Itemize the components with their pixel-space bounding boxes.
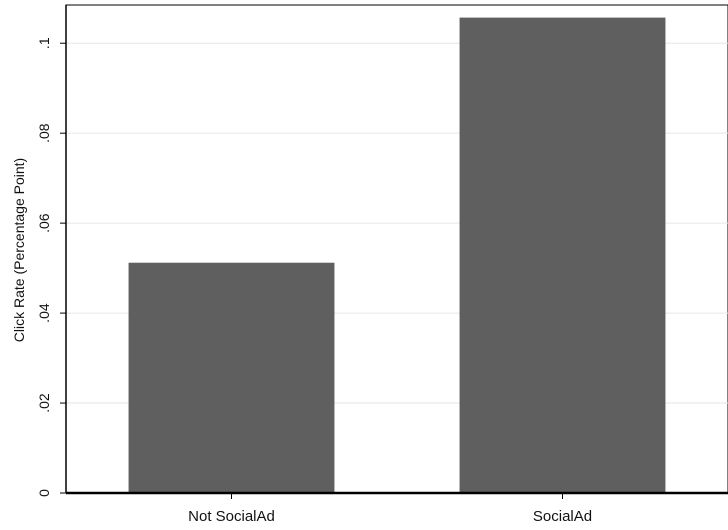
axis-layer: 0 .02 .04 .06 .08 .1 Not SocialAd SocialAd <box>36 5 728 525</box>
bar <box>459 17 666 494</box>
y-axis-label: Click Rate (Percentage Point) <box>11 158 27 342</box>
bar <box>128 262 335 493</box>
x-tick-label: SocialAd <box>533 508 592 525</box>
y-tick-label: .08 <box>36 123 52 143</box>
x-tick-label: Not SocialAd <box>188 508 275 525</box>
y-tick-label: .1 <box>36 37 52 49</box>
y-tick-label: 0 <box>36 489 52 497</box>
bar-layer <box>128 17 666 494</box>
y-tick-label: .04 <box>36 303 52 323</box>
y-tick-label: .02 <box>36 393 52 413</box>
y-tick-label: .06 <box>36 213 52 233</box>
